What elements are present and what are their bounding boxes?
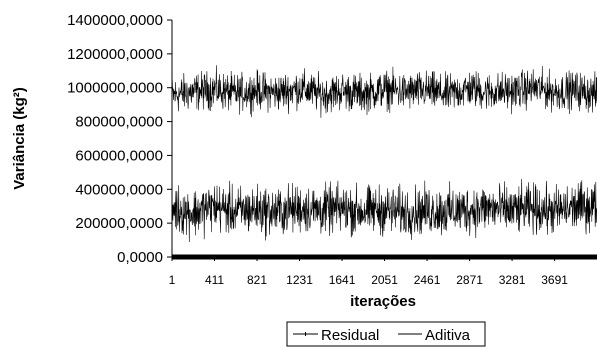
x-tick-label: 2051 bbox=[371, 273, 398, 287]
legend-label-aditiva: Aditiva bbox=[425, 327, 471, 344]
x-tick-label: 1 bbox=[169, 273, 176, 287]
y-axis-title: Variância (kg²) bbox=[11, 87, 28, 190]
x-tick-label: 821 bbox=[247, 273, 267, 287]
x-axis-title: iterações bbox=[350, 293, 416, 310]
legend-box bbox=[286, 321, 486, 347]
y-tick-label: 200000,0000 bbox=[75, 215, 163, 232]
y-tick-label: 400000,0000 bbox=[75, 181, 163, 198]
y-tick-label: 800000,0000 bbox=[75, 114, 163, 131]
series-layer bbox=[171, 65, 597, 243]
x-ticks: 1 411 821 1231 1641 2051 2461 2871 3281 3691 bbox=[169, 254, 597, 287]
x-tick-label: 1231 bbox=[286, 273, 313, 287]
x-tick-label: 1641 bbox=[329, 273, 356, 287]
legend: Residual Aditiva bbox=[286, 321, 486, 347]
y-tick-label: 600000,0000 bbox=[75, 147, 163, 164]
y-tick-label: 1000000,0000 bbox=[67, 80, 163, 97]
x-tick-label: 411 bbox=[205, 273, 224, 287]
x-tick-label: 3281 bbox=[499, 273, 526, 287]
x-tick-label: 2461 bbox=[414, 273, 441, 287]
y-ticks: 0,0000 200000,0000 400000,0000 600000,0000 8… bbox=[67, 12, 172, 266]
y-tick-label: 0,0000 bbox=[117, 249, 163, 266]
y-tick-label: 1200000,0000 bbox=[67, 46, 163, 63]
series-aditiva bbox=[171, 178, 597, 243]
x-tick-label: 2871 bbox=[456, 273, 483, 287]
legend-label-residual: Residual bbox=[321, 327, 379, 344]
y-tick-label: 1400000,0000 bbox=[67, 12, 163, 29]
series-residual bbox=[171, 65, 597, 118]
x-tick-label: 3691 bbox=[541, 273, 568, 287]
